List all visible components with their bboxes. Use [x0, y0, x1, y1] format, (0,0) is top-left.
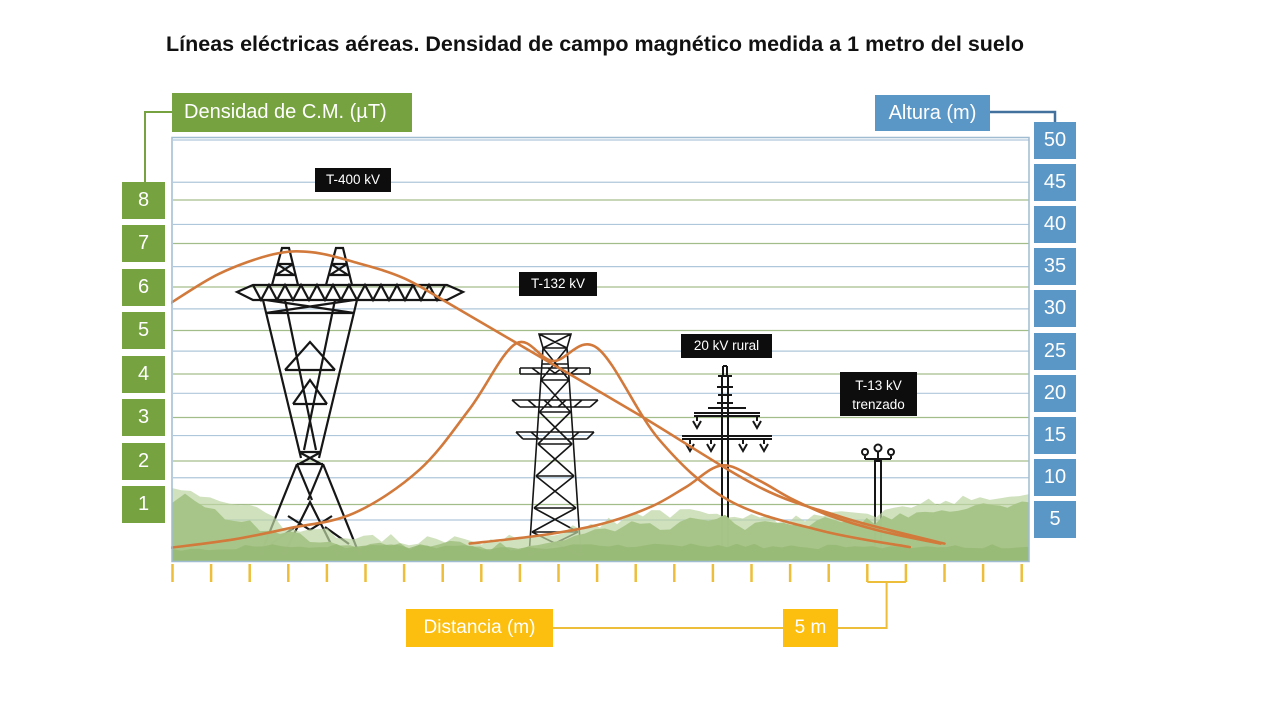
right-axis-value-20: 20	[1034, 374, 1076, 412]
line-label-t13-line1: T-13 kV	[855, 378, 902, 393]
curve-20-kv-rural	[468, 464, 942, 545]
left-axis-value-6: 6	[122, 268, 165, 306]
height-gridlines	[173, 139, 1029, 521]
left-axis-value-1: 1	[122, 486, 165, 523]
left-axis-connector	[144, 111, 172, 184]
tower-t132-illustration	[511, 333, 599, 557]
grass-ground-strip	[172, 543, 1029, 562]
left-axis-value-2: 2	[122, 442, 165, 480]
field-density-curves	[171, 250, 946, 549]
five-meter-bracket	[838, 581, 906, 629]
right-axis-value-30: 30	[1034, 290, 1076, 328]
page-title: Líneas eléctricas aéreas. Densidad de ca…	[166, 32, 1024, 56]
pole-20kv-illustration	[682, 365, 772, 548]
five-meter-marker: 5 m	[783, 609, 838, 647]
distance-tick-marks	[171, 564, 1023, 582]
right-axis-value-40: 40	[1034, 205, 1076, 243]
grass-illustration	[172, 488, 1029, 562]
right-axis-title: Altura (m)	[875, 95, 990, 131]
curve-t-132-kv	[171, 340, 912, 549]
right-axis-value-5: 5	[1034, 501, 1076, 539]
right-axis-value-10: 10	[1034, 459, 1076, 497]
curve-t-400-kv	[171, 250, 946, 545]
distance-axis-label: Distancia (m)	[406, 609, 553, 647]
line-label-t400: T-400 kV	[315, 168, 391, 192]
tower-t400-illustration	[234, 246, 466, 557]
right-axis-connector	[990, 110, 1057, 123]
right-axis-value-35: 35	[1034, 248, 1076, 286]
right-axis-value-45: 45	[1034, 163, 1076, 201]
right-axis-value-15: 15	[1034, 417, 1076, 455]
left-axis-value-4: 4	[122, 355, 165, 393]
left-axis-value-7: 7	[122, 225, 165, 262]
left-axis-title: Densidad de C.M. (µT)	[172, 93, 412, 132]
pole-t13-illustration	[861, 443, 895, 548]
chart-plot-area	[171, 136, 1030, 563]
line-label-t13-trenzado: T-13 kV trenzado	[840, 372, 917, 416]
line-label-t132: T-132 kV	[519, 272, 597, 296]
callout-connectors	[144, 110, 1057, 629]
right-axis-value-25: 25	[1034, 332, 1076, 370]
right-axis-value-50: 50	[1034, 121, 1076, 159]
left-axis-value-5: 5	[122, 312, 165, 349]
left-axis-value-8: 8	[122, 181, 165, 219]
line-label-20kv-rural: 20 kV rural	[681, 334, 772, 358]
left-axis-value-3: 3	[122, 399, 165, 436]
line-label-t13-line2: trenzado	[852, 397, 905, 412]
